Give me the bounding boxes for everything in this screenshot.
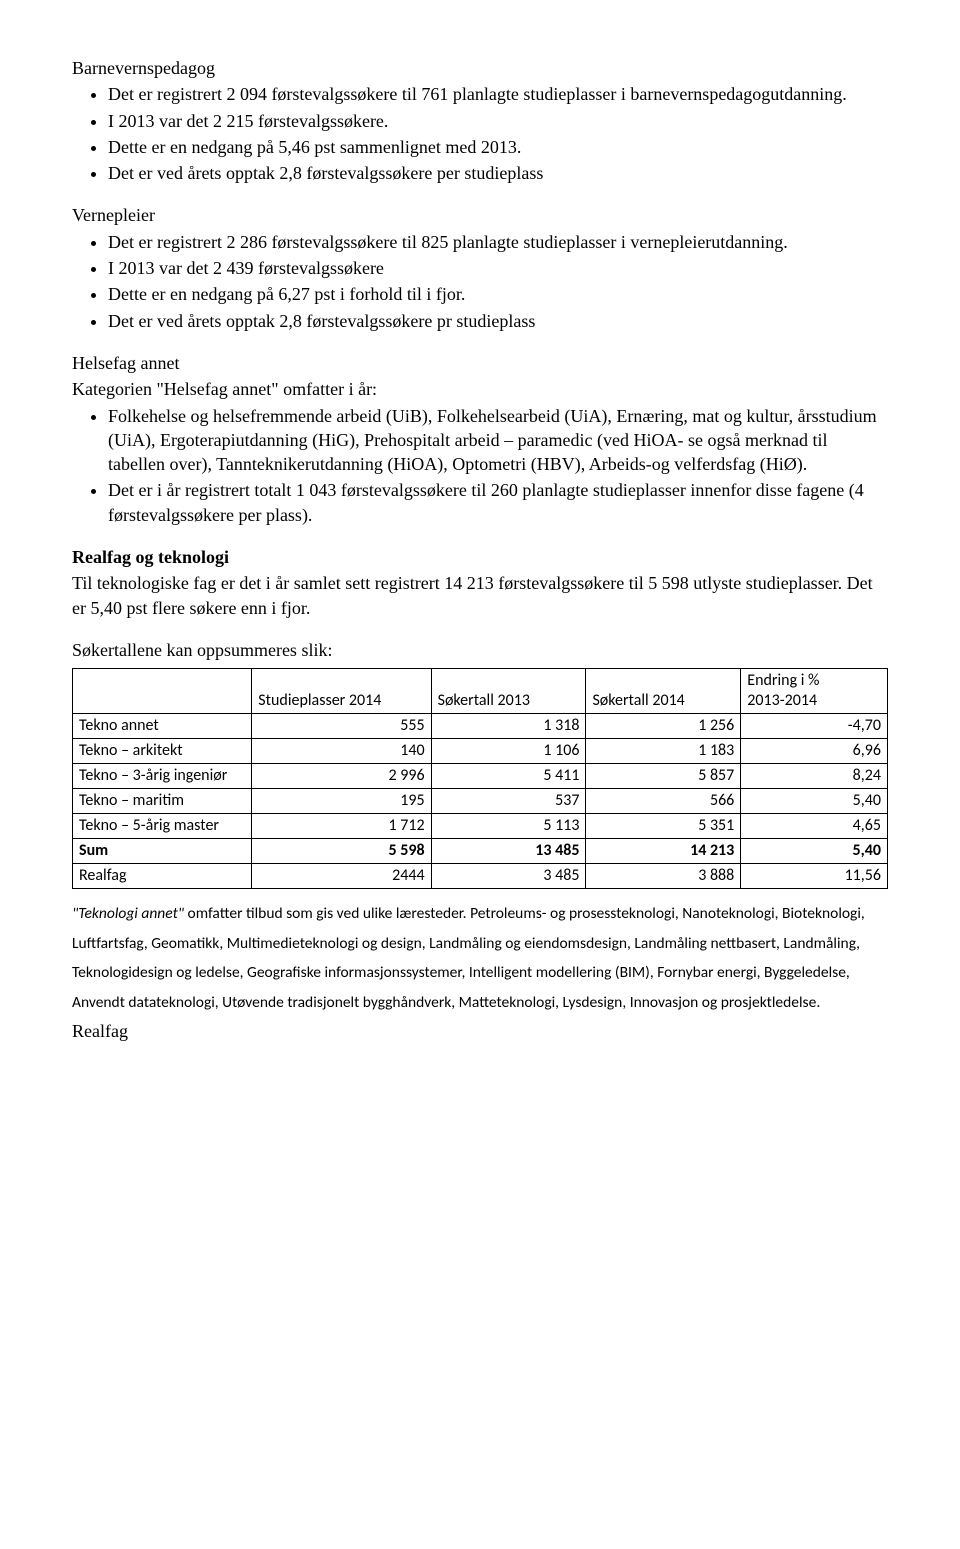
table-cell: 5 113 xyxy=(431,814,586,839)
table-cell: 4,65 xyxy=(741,814,888,839)
table-row: Realfag24443 4853 88811,56 xyxy=(73,864,888,889)
table-cell: 5 857 xyxy=(586,764,741,789)
footnote-lead: "Teknologi annet" xyxy=(72,904,184,923)
list-item: Det er ved årets opptak 2,8 førstevalgss… xyxy=(108,161,888,185)
footnote-text: omfatter tilbud som gis ved ulike lærest… xyxy=(72,904,865,1011)
table-cell: 1 318 xyxy=(431,714,586,739)
table-cell: 6,96 xyxy=(741,739,888,764)
table-cell: 1 183 xyxy=(586,739,741,764)
sokertall-table: Studieplasser 2014 Søkertall 2013 Søkert… xyxy=(72,668,888,889)
table-row: Tekno – 3-årig ingeniør2 9965 4115 8578,… xyxy=(73,764,888,789)
bullet-list-helsefag: Folkehelse og helsefremmende arbeid (UiB… xyxy=(108,404,888,527)
table-cell: Tekno annet xyxy=(73,714,252,739)
table-footnote: "Teknologi annet" omfatter tilbud som gi… xyxy=(72,899,888,1017)
list-item: I 2013 var det 2 215 førstevalgssøkere. xyxy=(108,109,888,133)
table-cell: 13 485 xyxy=(431,839,586,864)
table-cell: 5,40 xyxy=(741,789,888,814)
table-row: Tekno – maritim1955375665,40 xyxy=(73,789,888,814)
list-item: Det er ved årets opptak 2,8 førstevalgss… xyxy=(108,309,888,333)
table-header-cell: Studieplasser 2014 xyxy=(252,669,431,714)
section-subtitle-helsefag: Kategorien "Helsefag annet" omfatter i å… xyxy=(72,377,888,401)
table-cell: 2 996 xyxy=(252,764,431,789)
table-cell: Tekno – 5-årig master xyxy=(73,814,252,839)
table-cell: 555 xyxy=(252,714,431,739)
table-cell: 8,24 xyxy=(741,764,888,789)
table-cell: 5 411 xyxy=(431,764,586,789)
table-cell: 566 xyxy=(586,789,741,814)
list-item: Det er i år registrert totalt 1 043 førs… xyxy=(108,478,888,527)
table-row: Sum5 59813 48514 2135,40 xyxy=(73,839,888,864)
bullet-list-vernepleier: Det er registrert 2 286 førstevalgssøker… xyxy=(108,230,888,333)
table-cell: 14 213 xyxy=(586,839,741,864)
table-cell: 2444 xyxy=(252,864,431,889)
table-cell: Tekno – 3-årig ingeniør xyxy=(73,764,252,789)
table-row: Tekno – arkitekt1401 1061 1836,96 xyxy=(73,739,888,764)
table-cell: 537 xyxy=(431,789,586,814)
table-header-cell: Endring i %2013-2014 xyxy=(741,669,888,714)
table-cell: 1 256 xyxy=(586,714,741,739)
section-title-helsefag: Helsefag annet xyxy=(72,351,888,375)
table-cell: 5 598 xyxy=(252,839,431,864)
list-item: Dette er en nedgang på 6,27 pst i forhol… xyxy=(108,282,888,306)
table-cell: 3 888 xyxy=(586,864,741,889)
list-item: Det er registrert 2 094 førstevalgssøker… xyxy=(108,82,888,106)
table-cell: Realfag xyxy=(73,864,252,889)
table-cell: 11,56 xyxy=(741,864,888,889)
table-row: Tekno annet5551 3181 256-4,70 xyxy=(73,714,888,739)
table-cell: Sum xyxy=(73,839,252,864)
table-header-row: Studieplasser 2014 Søkertall 2013 Søkert… xyxy=(73,669,888,714)
table-cell: -4,70 xyxy=(741,714,888,739)
list-item: Folkehelse og helsefremmende arbeid (UiB… xyxy=(108,404,888,477)
table-row: Tekno – 5-årig master1 7125 1135 3514,65 xyxy=(73,814,888,839)
section-title-barnevern: Barnevernspedagog xyxy=(72,56,888,80)
section-title-realfag: Realfag og teknologi xyxy=(72,545,888,569)
trailing-heading-realfag: Realfag xyxy=(72,1019,888,1043)
list-item: Det er registrert 2 286 førstevalgssøker… xyxy=(108,230,888,254)
table-cell: 1 712 xyxy=(252,814,431,839)
bullet-list-barnevern: Det er registrert 2 094 førstevalgssøker… xyxy=(108,82,888,185)
table-cell: 140 xyxy=(252,739,431,764)
table-cell: Tekno – maritim xyxy=(73,789,252,814)
realfag-subhead: Søkertallene kan oppsummeres slik: xyxy=(72,638,888,662)
table-header-cell: Søkertall 2013 xyxy=(431,669,586,714)
table-cell: 1 106 xyxy=(431,739,586,764)
table-cell: Tekno – arkitekt xyxy=(73,739,252,764)
list-item: I 2013 var det 2 439 førstevalgssøkere xyxy=(108,256,888,280)
table-cell: 195 xyxy=(252,789,431,814)
realfag-intro: Til teknologiske fag er det i år samlet … xyxy=(72,571,888,620)
table-cell: 5 351 xyxy=(586,814,741,839)
list-item: Dette er en nedgang på 5,46 pst sammenli… xyxy=(108,135,888,159)
table-cell: 5,40 xyxy=(741,839,888,864)
table-header-cell: Søkertall 2014 xyxy=(586,669,741,714)
section-title-vernepleier: Vernepleier xyxy=(72,203,888,227)
table-header-cell xyxy=(73,669,252,714)
table-cell: 3 485 xyxy=(431,864,586,889)
